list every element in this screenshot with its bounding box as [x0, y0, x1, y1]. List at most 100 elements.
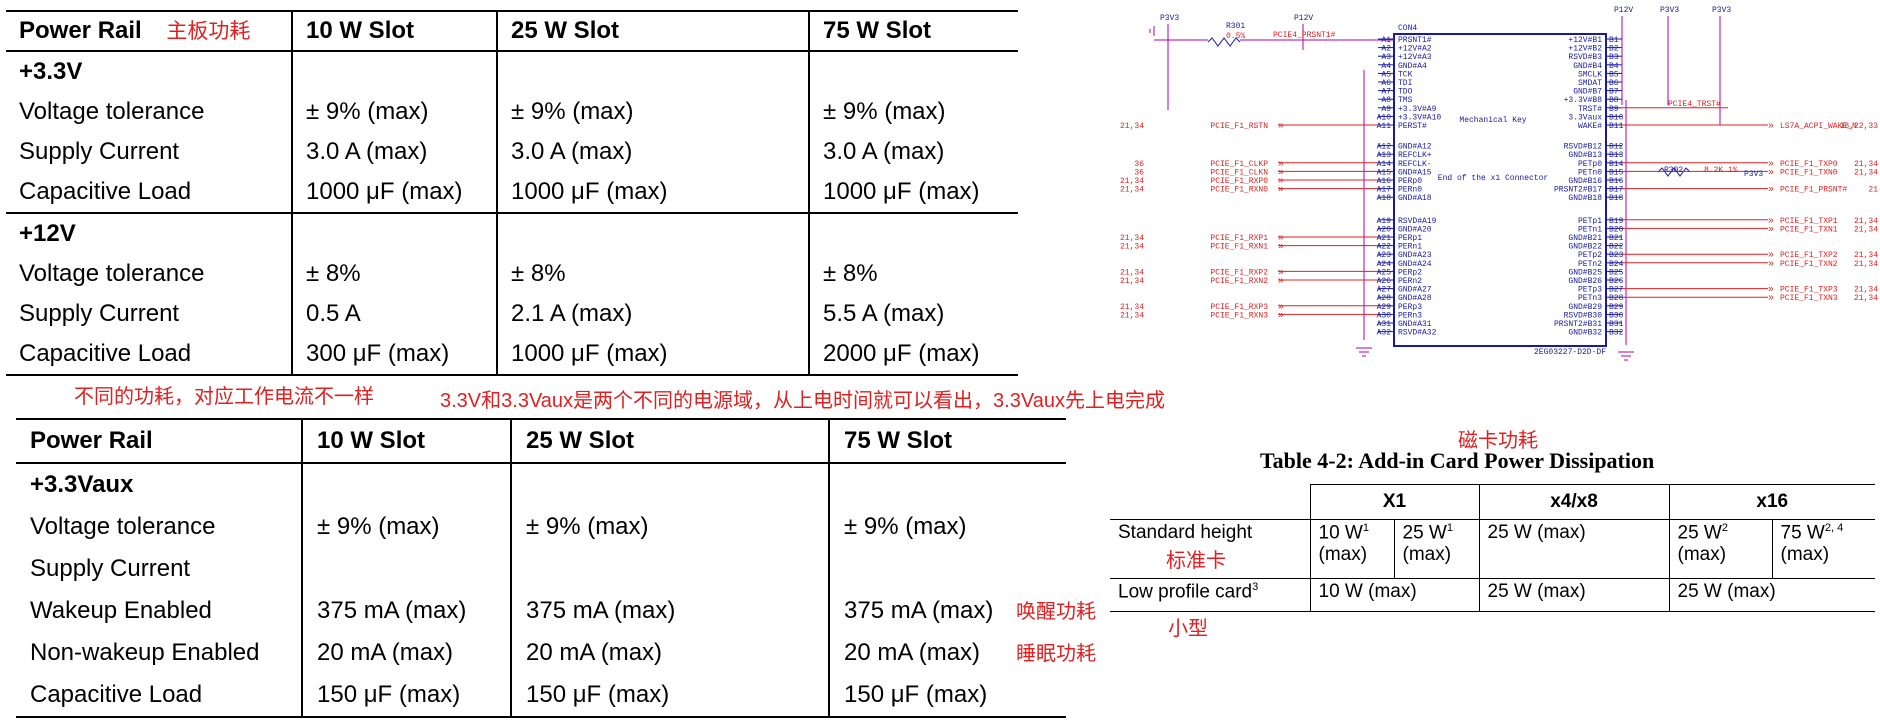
pin-name: GND#B13	[1568, 151, 1602, 160]
pin-name: PERp3	[1398, 303, 1422, 312]
net-ref: 21,34	[1854, 286, 1878, 295]
cell: 3.0 A (max)	[496, 132, 809, 172]
pin-name: GND#B21	[1568, 234, 1602, 243]
pin-name: GND#B29	[1568, 303, 1602, 312]
pin-number: A32	[1377, 329, 1392, 338]
pin-name: PETp2	[1578, 251, 1602, 260]
net-ref: 18,22,33	[1840, 122, 1879, 131]
pin-number: B15	[1609, 168, 1624, 177]
pin-name: RSVD#B12	[1564, 143, 1603, 152]
pin-number: B27	[1609, 286, 1624, 295]
net-arrow: »	[1278, 242, 1284, 253]
pin-number: A20	[1377, 225, 1392, 234]
pin-name: GND#B18	[1568, 194, 1602, 203]
pin-name: REFCLK-	[1398, 160, 1432, 169]
net-ref: 36	[1134, 168, 1144, 177]
pin-number: B6	[1609, 79, 1619, 88]
pin-name: PERp2	[1398, 268, 1422, 277]
header-x1: X1	[1309, 484, 1479, 520]
pin-name: WAKE#	[1578, 122, 1602, 131]
param-name: Voltage tolerance	[19, 260, 205, 287]
power-label-p3v3: P3V3	[1660, 6, 1679, 15]
pin-number: A9	[1381, 105, 1391, 114]
cell: ± 9% (max)	[828, 506, 1066, 549]
note-wake-power: 唤醒功耗	[1016, 601, 1096, 623]
pin-name: RSVD#B30	[1564, 311, 1603, 320]
pin-number: A18	[1377, 194, 1392, 203]
net-arrow: »	[1278, 176, 1284, 187]
cell: 20 mA (max)	[510, 631, 829, 674]
table-row: Standard height 标准卡 10 W1 (max) 25 W1 (max…	[1110, 519, 1876, 579]
net-arrow: »	[1278, 159, 1284, 170]
net-label: PCIE_F1_RXN3	[1210, 311, 1268, 320]
pin-name: GND#B32	[1568, 329, 1602, 338]
power-rail-table-main: Power Rail 主板功耗 10 W Slot 25 W Slot 75 W…	[6, 10, 1018, 376]
net-label: PCIE4_TRST#	[1668, 100, 1721, 109]
net-label: PCIE_F1_CLKN	[1210, 168, 1268, 177]
net-ref: 21,34	[1120, 177, 1144, 186]
pin-number: B13	[1609, 151, 1624, 160]
pin-name: GND#B25	[1568, 268, 1602, 277]
pin-name: PETn2	[1578, 260, 1602, 269]
net-ref: 21	[1868, 186, 1878, 195]
cell: ± 8%	[496, 254, 809, 294]
resistor-r301	[1207, 37, 1241, 47]
pin-name: PETn1	[1578, 225, 1602, 234]
pin-number: A2	[1381, 45, 1391, 54]
pin-number: B20	[1609, 225, 1624, 234]
pin-name: PERST#	[1398, 122, 1427, 131]
net-ref: 21,34	[1854, 294, 1878, 303]
pin-number: A29	[1377, 303, 1392, 312]
pin-number: A14	[1377, 160, 1392, 169]
pin-number: A21	[1377, 234, 1392, 243]
cell: 3.0 A (max)	[291, 132, 497, 172]
pin-name: +3.3V#A9	[1398, 105, 1437, 114]
pin-name: GND#A28	[1398, 294, 1432, 303]
header-75w: 75 W Slot	[808, 10, 1018, 52]
power-label-p3v3: P3V3	[1160, 14, 1179, 23]
cell: 375 mA (max)	[510, 590, 829, 632]
cell: 25 W (max)	[1668, 578, 1876, 612]
net-label: PCIE_F1_CLKP	[1210, 160, 1268, 169]
pin-name: TCK	[1398, 70, 1413, 79]
net-arrow: »	[1768, 185, 1774, 196]
cell: 25 W1 (max)	[1393, 519, 1479, 579]
header-x16: x16	[1668, 484, 1876, 520]
net-arrow: »	[1768, 250, 1774, 261]
pin-name: SMDAT	[1578, 79, 1602, 88]
ground-icon	[1149, 26, 1155, 36]
net-label: PCIE_F1_TXN2	[1780, 260, 1838, 269]
net-ref: 21,34	[1120, 277, 1144, 286]
net-label: PCIE_F1_TXP1	[1780, 217, 1838, 226]
net-arrow: »	[1768, 167, 1774, 178]
pin-number: B26	[1609, 277, 1624, 286]
resistor-ref: R302	[1664, 166, 1683, 175]
cell: 1000 μF (max)	[808, 172, 1018, 213]
cell: ± 9% (max)	[496, 92, 809, 132]
net-label: PCIE_F1_RSTN	[1210, 122, 1268, 131]
pin-number: A22	[1377, 243, 1392, 252]
pin-name: TMS	[1398, 96, 1413, 105]
pin-name: GND#A31	[1398, 320, 1432, 329]
pin-name: GND#A4	[1398, 62, 1427, 71]
net-arrow: »	[1278, 233, 1284, 244]
net-arrow: »	[1768, 259, 1774, 270]
table-row: Voltage tolerance ± 9% (max) ± 9% (max) …	[6, 92, 1018, 132]
cell: 75 W2, 4 (max)	[1771, 519, 1876, 579]
pin-number: B3	[1609, 53, 1619, 62]
header-25w: 25 W Slot	[496, 10, 809, 52]
pin-name: PERn1	[1398, 243, 1422, 252]
resistor-r302	[1657, 167, 1691, 177]
pin-number: A23	[1377, 251, 1392, 260]
pin-number: B32	[1609, 329, 1624, 338]
pin-number: A24	[1377, 260, 1392, 269]
net-label: PCIE_F1_RXN0	[1210, 186, 1268, 195]
table-row: Voltage tolerance ± 9% (max) ± 9% (max) …	[16, 506, 1066, 549]
net-ref: 21,34	[1854, 217, 1878, 226]
rail-name: +3.3V	[19, 58, 83, 85]
pin-number: A25	[1377, 268, 1392, 277]
cell: ± 9% (max)	[808, 92, 1018, 132]
cell: 375 mA (max)	[301, 590, 511, 632]
note-standard-card: 标准卡	[1166, 550, 1226, 572]
note-different-power: 不同的功耗，对应工作电流不一样	[74, 386, 374, 408]
